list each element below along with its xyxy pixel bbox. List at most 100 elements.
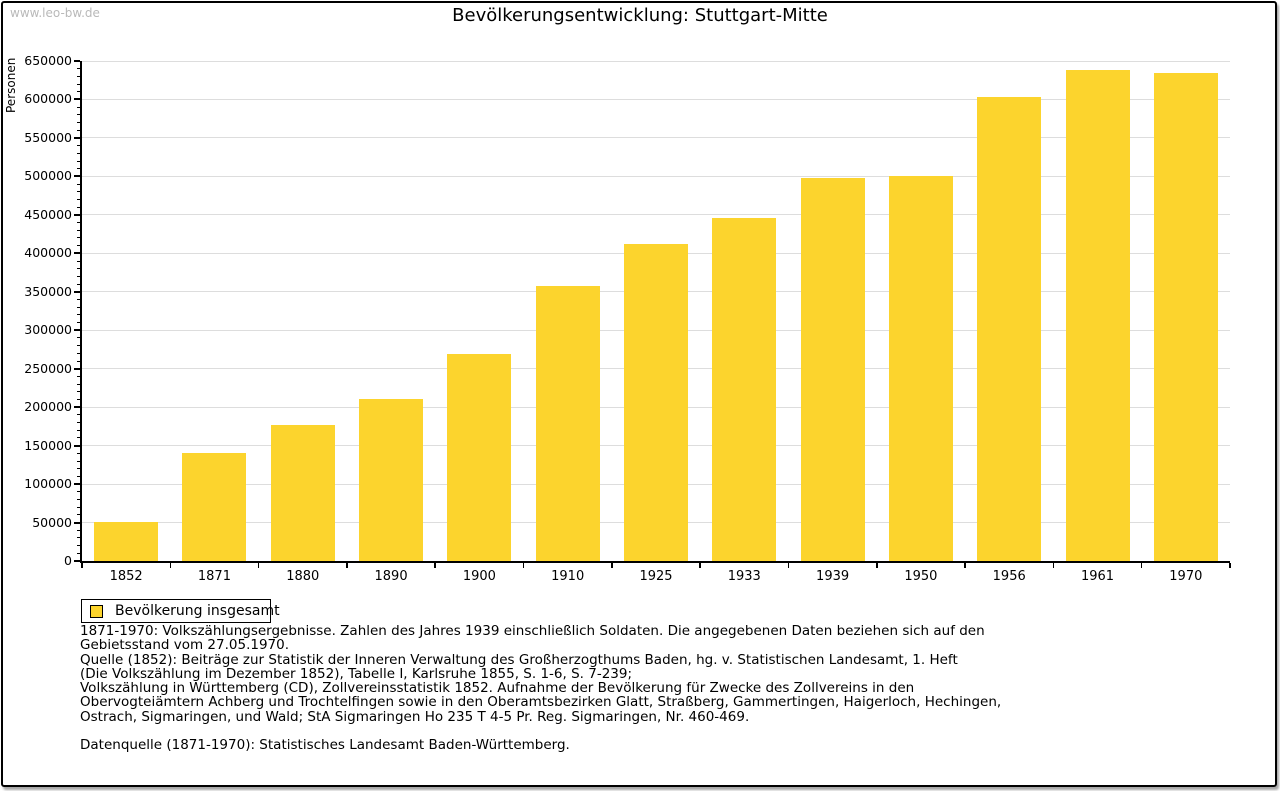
leo-bw-watermark: www.leo-bw.de (10, 6, 100, 20)
y-axis-minor-tick (77, 514, 80, 516)
y-axis-minor-tick (77, 352, 80, 354)
y-axis-minor-tick (77, 322, 80, 324)
y-axis-minor-tick (77, 191, 80, 193)
y-axis-tick-label-600000: 600000 (24, 91, 72, 107)
legend-series-label: Bevölkerung insgesamt (115, 603, 280, 619)
y-axis-minor-tick (77, 160, 80, 162)
legend-color-swatch (90, 604, 103, 618)
y-axis-major-tick (74, 136, 80, 139)
x-axis-tick (169, 563, 172, 568)
y-axis-minor-tick (77, 414, 80, 416)
y-axis-minor-tick (77, 129, 80, 131)
bar-1961 (1065, 70, 1130, 561)
y-axis-minor-tick (77, 452, 80, 454)
bar-1933 (712, 217, 777, 561)
y-axis-tick-label-0: 0 (64, 553, 72, 568)
y-axis-minor-tick (77, 491, 80, 493)
bar-1950 (888, 176, 953, 561)
bar-1956 (977, 97, 1042, 561)
y-axis-minor-tick (77, 114, 80, 116)
y-axis-minor-tick (77, 391, 80, 393)
y-axis-minor-tick (77, 545, 80, 547)
y-axis-tick-label-550000: 550000 (24, 129, 72, 145)
y-axis-minor-tick (77, 529, 80, 531)
x-axis-label-1970: 1970 (1169, 569, 1203, 584)
y-axis-major-tick (74, 483, 80, 486)
bar-1880 (270, 424, 335, 561)
y-axis-minor-tick (77, 168, 80, 170)
bar-1900 (447, 354, 512, 561)
y-axis-minor-tick (77, 122, 80, 124)
x-axis-label-1961: 1961 (1080, 569, 1115, 584)
y-axis-minor-tick (77, 437, 80, 439)
x-axis-line (80, 561, 1230, 563)
chart-legend: Bevölkerung insgesamt (81, 599, 280, 623)
x-axis-tick (611, 563, 613, 568)
x-axis-label-1900: 1900 (462, 569, 496, 584)
bar-1871 (182, 452, 247, 561)
x-axis-tick (257, 563, 260, 568)
y-axis-minor-tick (77, 552, 80, 554)
x-axis-tick (434, 563, 436, 568)
y-axis-major-tick (74, 252, 80, 255)
y-axis-minor-tick (77, 468, 80, 470)
gridline-650000 (82, 60, 1230, 62)
y-axis-major-tick (74, 98, 80, 101)
x-axis-tick (876, 563, 878, 568)
x-axis-label-1880: 1880 (286, 569, 320, 584)
x-axis-label-1939: 1939 (816, 569, 850, 584)
y-axis-minor-tick (77, 268, 80, 270)
y-axis-tick-label-500000: 500000 (24, 168, 72, 184)
y-axis-minor-tick (77, 283, 80, 285)
gridline-450000 (82, 214, 1230, 216)
y-axis-minor-tick (77, 222, 80, 224)
y-axis-tick-label-650000: 650000 (24, 53, 72, 68)
footnote-text: 1871-1970: Volkszählungsergebnisse. Zahl… (80, 623, 1002, 725)
x-axis-label-1890: 1890 (374, 569, 408, 584)
x-axis-tick (81, 563, 83, 568)
x-axis-label-1950: 1950 (904, 569, 938, 584)
bar-1890 (359, 399, 424, 561)
y-axis-minor-tick (77, 229, 80, 231)
x-axis-label-1871: 1871 (197, 569, 231, 584)
y-axis-major-tick (74, 60, 80, 62)
y-axis-tick-label-300000: 300000 (24, 322, 72, 338)
y-axis-minor-tick (77, 506, 80, 508)
y-axis-minor-tick (77, 537, 80, 539)
y-axis-major-tick (74, 367, 80, 370)
y-axis-tick-label-150000: 150000 (24, 437, 72, 453)
y-axis-minor-tick (77, 306, 80, 308)
bar-1852 (94, 521, 159, 561)
x-axis-tick (346, 563, 348, 568)
gridline-500000 (82, 175, 1230, 177)
y-axis-minor-tick (77, 460, 80, 462)
y-axis-minor-tick (77, 83, 80, 85)
datasource-text: Datenquelle (1871-1970): Statistisches L… (80, 737, 570, 753)
x-axis-label-1852: 1852 (109, 569, 143, 584)
x-axis-tick (1229, 563, 1231, 568)
y-axis-minor-tick (77, 345, 80, 347)
gridline-600000 (82, 98, 1230, 100)
y-axis-minor-tick (77, 314, 80, 316)
x-axis-label-1910: 1910 (551, 569, 585, 584)
y-axis-major-tick (74, 213, 80, 216)
y-axis-line (80, 61, 82, 563)
y-axis-minor-tick (77, 498, 80, 500)
bar-1970 (1153, 73, 1218, 561)
y-axis-minor-tick (77, 145, 80, 147)
x-axis-tick (964, 563, 966, 568)
y-axis-tick-label-350000: 350000 (24, 283, 72, 299)
y-axis-minor-tick (77, 237, 80, 239)
y-axis-minor-tick (77, 337, 80, 339)
y-axis-minor-tick (77, 298, 80, 300)
y-axis-minor-tick (77, 429, 80, 431)
y-axis-major-tick (74, 406, 80, 409)
y-axis-minor-tick (77, 245, 80, 247)
chart-title: Bevölkerungsentwicklung: Stuttgart-Mitte (452, 5, 828, 26)
bar-chart-plot-area: 0 50000 100000 150000 200000 250000 300000 3500… (24, 54, 1231, 584)
y-axis-minor-tick (77, 360, 80, 362)
bar-1939 (800, 177, 865, 561)
x-axis-tick (1140, 563, 1143, 568)
y-axis-minor-tick (77, 206, 80, 208)
y-axis-minor-tick (77, 475, 80, 477)
